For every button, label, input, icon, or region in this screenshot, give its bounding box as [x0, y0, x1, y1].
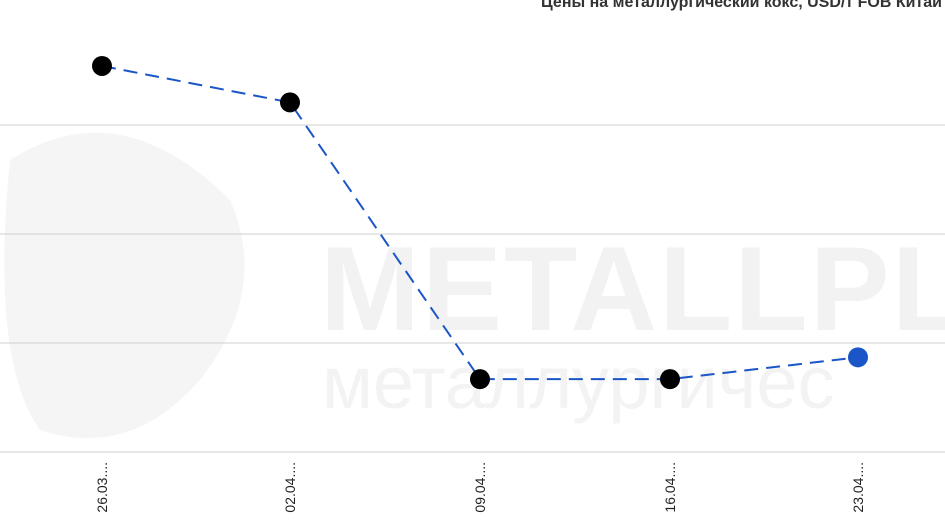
x-axis: 26.03.... 02.04.... 09.04.... 16.04.... 23.0… — [94, 462, 866, 513]
watermark-emblem — [4, 132, 245, 439]
data-point-0[interactable] — [92, 55, 112, 76]
series-line-0 — [101, 65, 859, 381]
watermark-brand: METALLPL — [320, 222, 945, 356]
series-layer — [92, 55, 868, 390]
data-point-1[interactable] — [280, 92, 300, 113]
x-tick-label: 26.03.... — [94, 462, 110, 513]
x-tick-label: 23.04.... — [850, 462, 866, 513]
data-point-4[interactable] — [848, 347, 868, 368]
chart-title: Цены на металлургический кокс, USD/т FOB… — [541, 0, 942, 11]
grid-lines — [0, 124, 945, 453]
watermark-subtitle: металлургичес — [322, 341, 835, 424]
x-tick-label: 09.04.... — [472, 462, 488, 513]
x-tick-label: 02.04.... — [282, 462, 298, 513]
watermark-logo: METALLPL металлургичес — [4, 132, 945, 439]
data-point-2[interactable] — [470, 369, 490, 390]
data-point-3[interactable] — [660, 369, 680, 390]
x-tick-label: 16.04.... — [662, 462, 678, 513]
